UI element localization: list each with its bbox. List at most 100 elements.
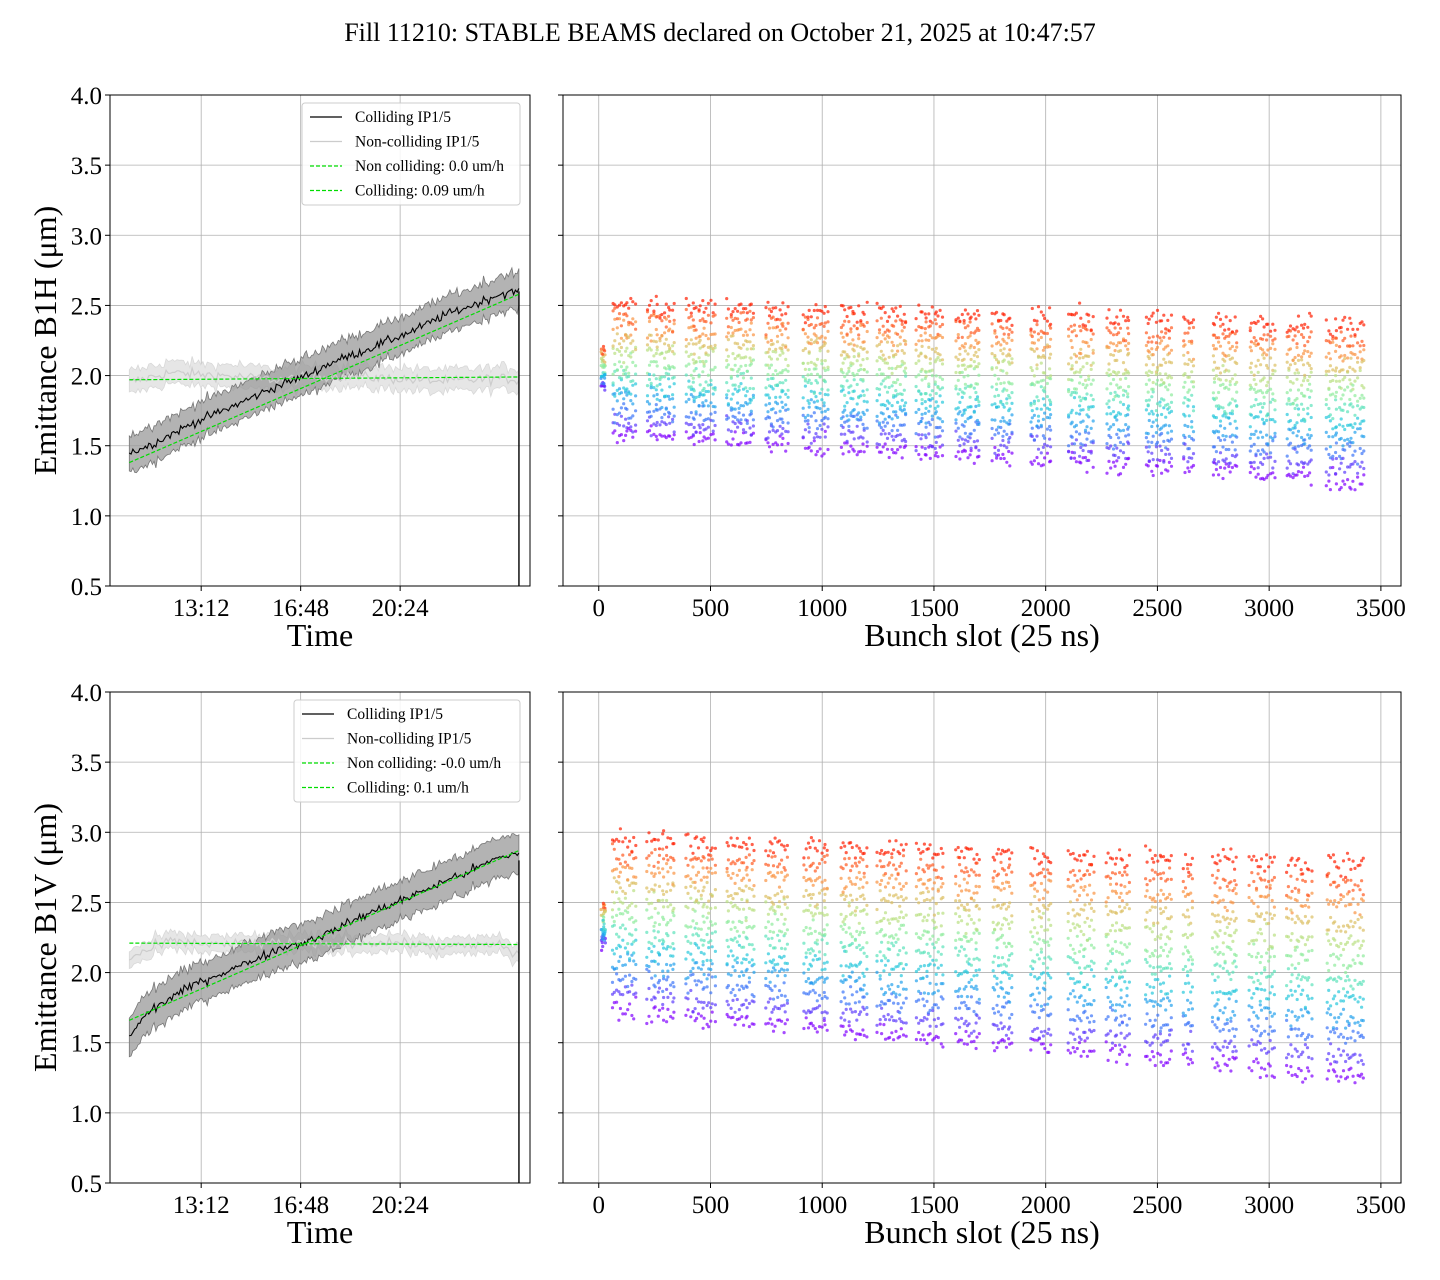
bunch-point [770,855,774,859]
bunch-point [926,890,931,894]
bunch-point [696,979,701,983]
bunch-point [859,418,863,422]
bunch-point [1048,356,1052,360]
bunch-point [737,943,742,947]
bunch-point [960,1038,964,1042]
bunch-point [634,919,638,923]
bunch-point [841,841,845,845]
bunch-point [786,364,790,368]
bunch-point [1070,442,1074,446]
bunch-point [883,442,887,446]
bunch-point [1303,349,1307,353]
bunch-point [1356,399,1360,403]
bunch-point [781,301,785,305]
bunch-point [801,361,805,365]
bunch-point [737,384,741,389]
bunch-point [781,420,785,425]
bunch-point [733,926,737,930]
bunch-point [769,385,774,389]
bunch-point [1235,390,1239,394]
bunch-point [1182,385,1186,389]
bunch-point [783,994,787,998]
bunch-point [1074,354,1078,358]
bunch-point [926,913,931,917]
bunch-point [780,313,784,317]
bunch-point [1147,350,1151,354]
bunch-point [744,855,748,860]
bunch-point [936,966,940,970]
bunch-point [1223,466,1227,470]
bunch-point [901,1033,906,1037]
bunch-point [1085,437,1089,441]
bunch-point [904,342,908,346]
bunch-point [914,1016,919,1020]
bunch-point [766,363,770,367]
bunch-point [661,942,665,946]
bunch-point [647,303,652,307]
legend-label: Colliding IP1/5 [347,706,443,723]
bunch-point [963,326,968,330]
bunch-point [1083,378,1088,382]
bunch-point [881,412,885,416]
bunch-point [713,313,717,317]
bunch-point [825,1011,829,1015]
bunch-point [655,348,659,352]
bunch-point [1224,334,1228,339]
bunch-point [859,930,863,934]
bunch-point [1089,451,1093,455]
bunch-point [1005,397,1009,401]
bunch-point [855,1018,859,1022]
bunch-point [669,1015,673,1019]
bunch-point [822,980,826,984]
bunch-point [672,341,676,345]
bunch-point [917,998,921,1002]
bunch-point [1190,425,1194,429]
bunch-point [713,438,717,442]
bunch-point [1338,345,1342,349]
bunch-point [972,957,976,961]
bunch-point [1269,455,1273,459]
bunch-point [823,967,827,971]
bunch-point [726,442,731,446]
bunch-point [1351,327,1355,331]
bunch-point [1217,336,1221,340]
bunch-point [917,452,921,457]
bunch-point [993,418,997,422]
bunch-point [972,1009,976,1014]
bunch-point [914,342,918,346]
bunch-point [751,311,756,315]
bunch-point [783,875,787,879]
bunch-point [619,414,624,418]
x-tick-label: 3000 [1244,1192,1294,1219]
bunch-point [941,865,945,869]
bunch-point [809,836,814,840]
bunch-point [1351,453,1355,457]
bunch-point [657,952,662,956]
bunch-point [1362,473,1366,477]
bunch-point [865,903,869,908]
bunch-point [1224,415,1228,419]
bunch-point [1309,434,1313,438]
bunch-point [1127,408,1131,412]
bunch-point [725,962,729,966]
bunch-point [709,848,713,853]
bunch-point [705,846,709,850]
bunch-point [890,1015,894,1019]
bunch-point [1285,437,1289,441]
bunch-point [1338,454,1342,458]
bunch-point [1296,330,1301,334]
bunch-point [890,349,894,353]
bunch-point [613,351,617,355]
bunch-point [936,911,940,916]
bunch-point [783,917,787,921]
bunch-point [885,421,890,425]
bunch-point [1146,464,1150,468]
bunch-point [1261,348,1265,352]
bunch-point [925,1041,929,1045]
bunch-point [892,917,896,921]
bunch-point [615,988,619,992]
bunch-point [704,437,708,441]
bunch-point [785,873,790,877]
bunch-point [611,309,615,313]
bunch-point [766,1021,771,1025]
